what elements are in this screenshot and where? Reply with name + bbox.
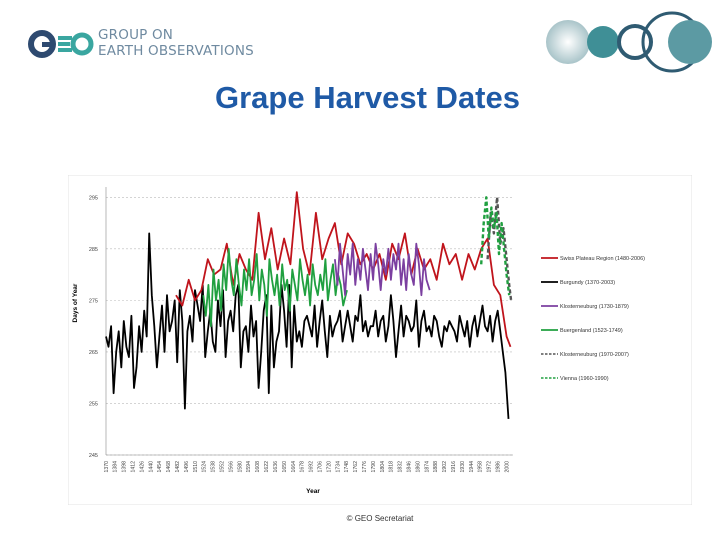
x-tick-label: 1636 [273, 461, 279, 473]
x-tick-label: 1440 [148, 461, 154, 473]
footer-copyright: © GEO Secretariat [346, 514, 414, 523]
chart-series [105, 191, 513, 419]
y-tick-label: 265 [89, 350, 98, 356]
x-tick-label: 1384 [113, 461, 119, 473]
circle-icon-1 [546, 20, 590, 64]
x-tick-label: 1552 [220, 461, 226, 473]
legend-entry: Swiss Plateau Region (1480-2006) [560, 256, 645, 262]
x-tick-label: 1468 [166, 461, 172, 473]
x-tick-label: 1398 [122, 461, 128, 473]
legend-entry: Klosterneuburg (1970-2007) [560, 352, 629, 358]
x-tick-label: 1748 [344, 461, 350, 473]
legend-entry: Buergenland (1523-1749) [560, 328, 623, 334]
x-tick-label: 1902 [442, 461, 448, 473]
x-tick-label: 1958 [478, 461, 484, 473]
x-tick-label: 1944 [469, 461, 475, 473]
x-tick-label: 1524 [202, 461, 208, 473]
y-tick-label: 285 [89, 247, 98, 253]
x-tick-label: 1972 [487, 461, 493, 473]
x-tick-label: 1818 [389, 461, 395, 473]
x-tick-label: 1608 [255, 461, 261, 473]
x-tick-label: 1566 [228, 461, 234, 473]
chart-legend: Swiss Plateau Region (1480-2006) Burgundy… [541, 256, 645, 382]
legend-entry: Burgundy (1370-2003) [560, 280, 615, 286]
x-tick-label: 1678 [300, 461, 306, 473]
x-tick-label: 1734 [335, 461, 341, 473]
circle-icon-2 [587, 26, 619, 58]
circle-icon-5 [668, 20, 712, 64]
y-tick-labels: 245 255 265 275 285 295 [89, 195, 98, 459]
geo-logo-mark [28, 30, 94, 58]
x-tick-label: 1650 [282, 461, 288, 473]
x-tick-label: 1538 [211, 461, 217, 473]
page-title: Grape Harvest Dates [215, 80, 520, 115]
x-tick-label: 1482 [175, 461, 181, 473]
x-tick-label: 1594 [246, 461, 252, 473]
x-tick-label: 1622 [264, 461, 270, 473]
x-tick-label: 1804 [380, 461, 386, 473]
x-tick-label: 1986 [496, 461, 502, 473]
series-line-1 [105, 232, 510, 419]
series-line-3 [202, 247, 348, 328]
logo-line1: GROUP ON [98, 27, 174, 43]
x-tick-label: 1888 [433, 461, 439, 473]
x-tick-label: 1496 [184, 461, 190, 473]
x-tick-label: 1720 [326, 461, 332, 473]
x-tick-label: 1860 [415, 461, 421, 473]
x-tick-label: 1412 [131, 461, 137, 473]
y-axis-label: Days of Year [72, 283, 79, 322]
series-line-0 [175, 191, 512, 348]
legend-entry: Klosterneuburg (1730-1879) [560, 304, 629, 310]
series-line-2 [334, 242, 431, 297]
x-tick-label: 1874 [424, 461, 430, 473]
decorative-circles [546, 11, 712, 73]
x-tick-label: 1580 [237, 461, 243, 473]
logo-line2: EARTH OBSERVATIONS [98, 43, 254, 59]
geo-logo: GROUP ON EARTH OBSERVATIONS [28, 26, 268, 62]
chart-grid [105, 187, 513, 456]
x-tick-label: 1790 [371, 461, 377, 473]
circle-icon-3 [617, 24, 653, 60]
x-axis-label: Year [306, 488, 320, 495]
y-tick-label: 295 [89, 195, 98, 201]
legend-entry: Vienna (1960-1990) [560, 376, 609, 382]
x-tick-label: 1454 [157, 461, 163, 473]
x-tick-label: 1510 [193, 461, 199, 473]
x-tick-label: 1776 [362, 461, 368, 473]
x-tick-labels: 1370 1384 1398 1412 1426 1440 1454 1468 1482 1496… [104, 461, 511, 473]
x-tick-label: 2000 [504, 461, 510, 473]
chart-frame [68, 175, 692, 505]
x-tick-label: 1706 [317, 461, 323, 473]
geo-logo-text: GROUP ON EARTH OBSERVATIONS [98, 27, 254, 59]
x-tick-label: 1692 [309, 461, 315, 473]
x-tick-label: 1916 [451, 461, 457, 473]
x-tick-label: 1930 [460, 461, 466, 473]
x-tick-label: 1426 [139, 461, 145, 473]
x-tick-label: 1846 [407, 461, 413, 473]
x-tick-label: 1832 [398, 461, 404, 473]
y-tick-label: 255 [89, 401, 98, 407]
x-tick-label: 1664 [291, 461, 297, 473]
y-tick-label: 245 [89, 453, 98, 459]
y-tick-label: 275 [89, 298, 98, 304]
x-tick-label: 1370 [104, 461, 110, 473]
x-tick-label: 1762 [353, 461, 359, 473]
